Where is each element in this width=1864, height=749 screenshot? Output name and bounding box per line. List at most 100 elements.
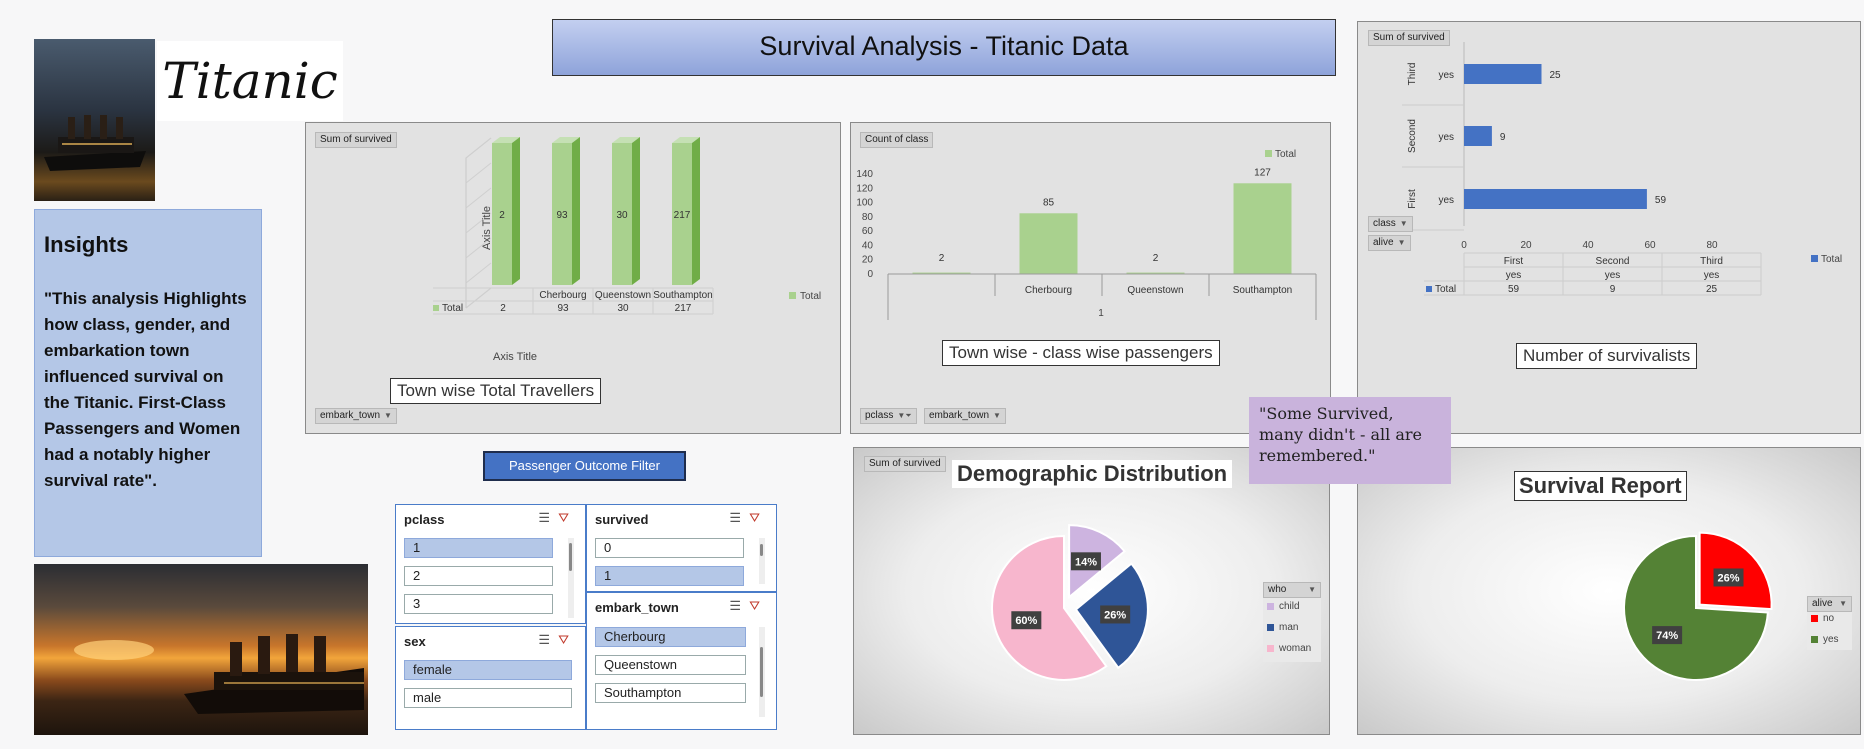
data-label: 85 xyxy=(1043,197,1055,208)
subcategory-label: yes xyxy=(1605,270,1621,281)
alive-filter-label: alive xyxy=(1812,598,1833,609)
bar[interactable] xyxy=(1233,183,1292,274)
count-of-class-field-button[interactable]: Count of class xyxy=(860,132,934,148)
legend-label-total[interactable]: Total xyxy=(800,291,821,302)
bar[interactable] xyxy=(1464,64,1542,84)
legend-item-child[interactable]: child xyxy=(1267,601,1300,612)
pclass-option-2[interactable]: 2 xyxy=(404,566,553,586)
clear-filter-icon[interactable]: ⛛ xyxy=(749,510,768,525)
multi-select-icon[interactable]: ☰ xyxy=(538,510,559,525)
table-row-label: Total xyxy=(442,303,463,314)
y-tick-label: 20 xyxy=(862,255,874,266)
y-tick-label: 60 xyxy=(862,226,874,237)
town-class-chart-panel[interactable]: Count of class 0 20 40 60 80 100 120 140 2 85 2 12… xyxy=(850,122,1331,434)
sum-of-survived-field-button[interactable]: Sum of survived xyxy=(315,132,397,148)
multi-select-icon[interactable]: ☰ xyxy=(538,632,559,647)
legend-swatch-total xyxy=(789,292,796,299)
insights-panel: Insights "This analysis Highlights how c… xyxy=(34,209,262,557)
data-label-box xyxy=(1011,611,1042,630)
bar[interactable] xyxy=(672,143,692,285)
alive-filter-button[interactable]: alive ▼ xyxy=(1368,235,1411,251)
pclass-option-3[interactable]: 3 xyxy=(404,594,553,614)
survived-option-1[interactable]: 1 xyxy=(595,566,744,586)
sex-option-male[interactable]: male xyxy=(404,688,572,708)
embark-town-slicer[interactable]: embark_town ☰⛛ Cherbourg Queenstown Sout… xyxy=(586,592,777,730)
sum-of-survived-field-button[interactable]: Sum of survived xyxy=(1368,30,1450,46)
embark-town-filter-button[interactable]: embark_town ▼ xyxy=(924,408,1006,424)
legend-item-man[interactable]: man xyxy=(1267,622,1298,633)
gridline xyxy=(465,262,492,284)
who-filter-button[interactable]: who ▼ xyxy=(1263,582,1321,598)
pclass-option-1[interactable]: 1 xyxy=(404,538,553,558)
embark-town-option-cherbourg[interactable]: Cherbourg xyxy=(595,627,746,647)
pie-slice-woman[interactable] xyxy=(991,534,1108,681)
legend-label: child xyxy=(1279,601,1300,612)
y-axis-title: Axis Title xyxy=(481,206,493,250)
table-value: 217 xyxy=(675,303,692,314)
demographic-chart-panel[interactable]: Sum of survived Demographic Distribution… xyxy=(853,447,1330,735)
x-tick-label: 60 xyxy=(1644,240,1656,251)
survived-slicer[interactable]: survived ☰⛛ 0 1 xyxy=(586,504,777,592)
bar[interactable] xyxy=(612,143,632,285)
titanic-ship-thumbnail xyxy=(34,39,155,201)
scrollbar[interactable] xyxy=(759,538,765,584)
legend-label: no xyxy=(1823,613,1835,624)
scrollbar[interactable] xyxy=(568,538,574,618)
multi-select-icon[interactable]: ☰ xyxy=(729,598,750,613)
clear-filter-icon[interactable]: ⛛ xyxy=(558,510,577,525)
pclass-slicer[interactable]: pclass ☰⛛ 1 2 3 xyxy=(395,504,586,624)
bar[interactable] xyxy=(1126,272,1185,274)
clear-filter-icon[interactable]: ⛛ xyxy=(558,632,577,647)
sex-slicer-header: sex xyxy=(404,634,426,649)
bar-side xyxy=(512,137,520,285)
legend-item-no[interactable]: no xyxy=(1811,613,1834,624)
category-label: First xyxy=(1504,256,1524,267)
alive-filter-button[interactable]: alive ▼ xyxy=(1807,596,1852,612)
bar[interactable] xyxy=(1019,213,1078,274)
bar[interactable] xyxy=(492,143,512,285)
x-tick-label: 0 xyxy=(1461,240,1467,251)
demographic-title: Demographic Distribution xyxy=(952,460,1233,488)
legend-label-total[interactable]: Total xyxy=(1275,149,1296,160)
category-label: Queenstown xyxy=(1127,285,1183,296)
slicer-icons: ☰⛛ xyxy=(729,510,768,526)
embark-town-option-queenstown[interactable]: Queenstown xyxy=(595,655,746,675)
category-label: Southampton xyxy=(653,290,713,301)
legend-item-yes[interactable]: yes xyxy=(1811,634,1839,645)
x-axis-title: Axis Title xyxy=(493,351,537,363)
survivalists-chart-panel[interactable]: Sum of survived 59 yes First 9 yes Second 25 ye… xyxy=(1357,21,1861,434)
embark-town-option-southampton[interactable]: Southampton xyxy=(595,683,746,703)
gridline xyxy=(465,187,492,209)
class-filter-label: class xyxy=(1373,218,1396,229)
pclass-filter-button[interactable]: pclass ▼⏷ xyxy=(860,408,917,424)
data-label: 9 xyxy=(1500,132,1506,143)
clear-filter-icon[interactable]: ⛛ xyxy=(749,598,768,613)
subcategory-label: yes xyxy=(1506,270,1522,281)
passenger-outcome-filter-button[interactable]: Passenger Outcome Filter xyxy=(483,451,686,481)
embark-town-filter-button[interactable]: embark_town ▼ xyxy=(315,408,397,424)
bar[interactable] xyxy=(1464,126,1492,146)
legend-label-total[interactable]: Total xyxy=(1821,254,1842,265)
legend-item-woman[interactable]: woman xyxy=(1267,643,1311,654)
multi-select-icon[interactable]: ☰ xyxy=(729,510,750,525)
town-travellers-chart-panel[interactable]: Sum of survived 2 93 30 217 2 Cherbourg 93 Que… xyxy=(305,122,841,434)
bar[interactable] xyxy=(912,272,971,274)
survival-report-title: Survival Report xyxy=(1514,471,1687,501)
sum-of-survived-field-button[interactable]: Sum of survived xyxy=(864,456,946,472)
table-value: 30 xyxy=(617,303,629,314)
data-label-box xyxy=(1713,568,1744,587)
survival-report-chart-panel[interactable]: Survival Report 26% 74% alive ▼ no yes xyxy=(1357,447,1861,735)
legend-swatch xyxy=(1267,644,1274,652)
sex-slicer[interactable]: sex ☰⛛ female male xyxy=(395,626,586,730)
bar[interactable] xyxy=(552,143,572,285)
subcategory-label: yes xyxy=(1704,270,1720,281)
gridline xyxy=(465,287,492,309)
bar[interactable] xyxy=(1464,189,1647,209)
y-tick-label: 120 xyxy=(856,183,873,194)
data-label: 127 xyxy=(1254,167,1271,178)
survived-option-0[interactable]: 0 xyxy=(595,538,744,558)
legend-swatch xyxy=(1267,602,1274,610)
sex-option-female[interactable]: female xyxy=(404,660,572,680)
class-filter-button[interactable]: class ▼ xyxy=(1368,216,1413,232)
scrollbar[interactable] xyxy=(759,627,765,717)
